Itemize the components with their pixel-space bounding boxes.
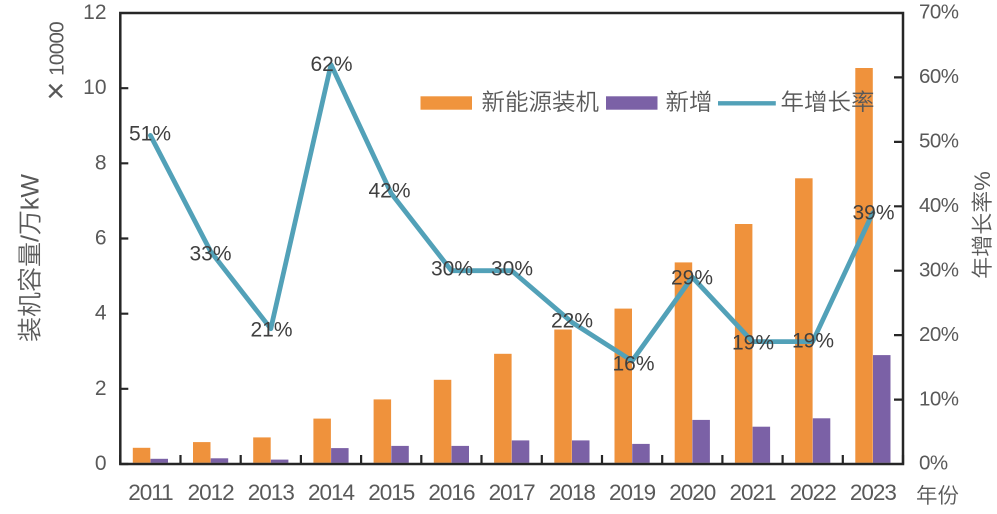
svg-text:10: 10 <box>83 76 106 99</box>
svg-text:50%: 50% <box>919 130 959 153</box>
svg-text:2012: 2012 <box>188 480 235 505</box>
svg-text:21%: 21% <box>250 318 292 341</box>
svg-text:10000: 10000 <box>46 22 69 76</box>
svg-text:2016: 2016 <box>428 480 475 505</box>
svg-text:4: 4 <box>95 302 107 325</box>
svg-text:39%: 39% <box>852 201 894 224</box>
svg-text:2013: 2013 <box>248 480 295 505</box>
svg-text:2017: 2017 <box>489 480 536 505</box>
svg-text:30%: 30% <box>431 257 473 280</box>
svg-text:30%: 30% <box>491 257 533 280</box>
svg-text:22%: 22% <box>551 309 593 332</box>
svg-text:70%: 70% <box>919 1 959 24</box>
svg-text:2018: 2018 <box>549 480 596 505</box>
svg-text:29%: 29% <box>671 266 713 289</box>
svg-text:8: 8 <box>95 151 107 174</box>
svg-text:%: % <box>970 171 995 191</box>
svg-text:/: / <box>17 235 45 242</box>
svg-text:16%: 16% <box>612 352 654 375</box>
svg-text:2011: 2011 <box>128 480 173 505</box>
svg-text:2: 2 <box>95 377 107 400</box>
svg-text:0: 0 <box>95 452 107 475</box>
svg-text:51%: 51% <box>129 122 171 145</box>
svg-text:19%: 19% <box>792 329 834 352</box>
svg-text:2023: 2023 <box>850 480 897 505</box>
svg-text:0%: 0% <box>919 452 948 475</box>
svg-text:33%: 33% <box>189 242 231 265</box>
svg-text:10%: 10% <box>919 387 959 410</box>
svg-text:42%: 42% <box>368 179 410 202</box>
svg-text:12: 12 <box>83 1 106 24</box>
svg-text:19%: 19% <box>732 331 774 354</box>
svg-text:2015: 2015 <box>368 480 415 505</box>
svg-text:6: 6 <box>95 227 107 250</box>
svg-text:2019: 2019 <box>609 480 656 505</box>
svg-text:2020: 2020 <box>669 480 716 505</box>
svg-text:60%: 60% <box>919 65 959 88</box>
svg-text:2022: 2022 <box>790 480 837 505</box>
svg-text:30%: 30% <box>919 258 959 281</box>
svg-text:40%: 40% <box>919 194 959 217</box>
svg-text:20%: 20% <box>919 323 959 346</box>
svg-text:2014: 2014 <box>308 480 355 505</box>
svg-text:62%: 62% <box>310 53 352 76</box>
svg-text:2021: 2021 <box>729 480 776 505</box>
svg-text:kW: kW <box>17 174 45 211</box>
svg-text:×: × <box>38 82 74 101</box>
